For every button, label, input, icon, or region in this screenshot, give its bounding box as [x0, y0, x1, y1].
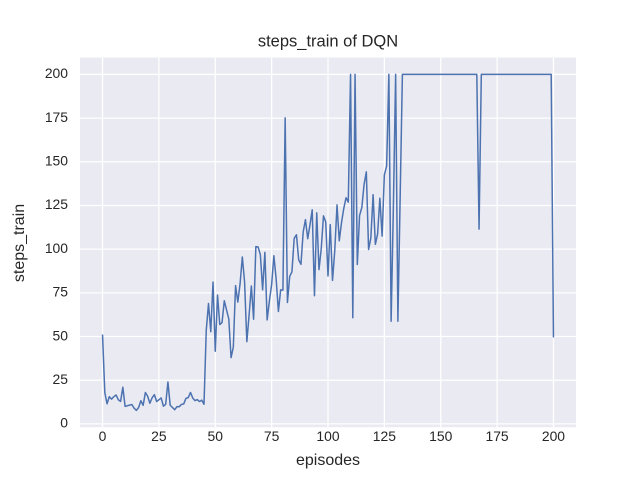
svg-text:125: 125: [45, 196, 68, 212]
svg-text:50: 50: [208, 428, 224, 444]
svg-text:25: 25: [151, 428, 167, 444]
svg-text:125: 125: [373, 428, 396, 444]
svg-text:0: 0: [99, 428, 107, 444]
svg-text:100: 100: [316, 428, 339, 444]
svg-text:175: 175: [485, 428, 508, 444]
svg-text:steps_train: steps_train: [11, 204, 28, 282]
svg-text:75: 75: [53, 284, 69, 300]
svg-text:175: 175: [45, 109, 68, 125]
svg-text:150: 150: [45, 153, 68, 169]
svg-text:25: 25: [53, 371, 69, 387]
svg-text:75: 75: [264, 428, 280, 444]
svg-text:episodes: episodes: [296, 452, 360, 469]
svg-text:50: 50: [53, 327, 69, 343]
svg-text:steps_train of DQN: steps_train of DQN: [258, 33, 398, 51]
svg-text:200: 200: [542, 428, 565, 444]
svg-text:150: 150: [429, 428, 452, 444]
svg-text:200: 200: [45, 65, 68, 81]
svg-text:0: 0: [60, 415, 68, 431]
svg-text:100: 100: [45, 240, 68, 256]
